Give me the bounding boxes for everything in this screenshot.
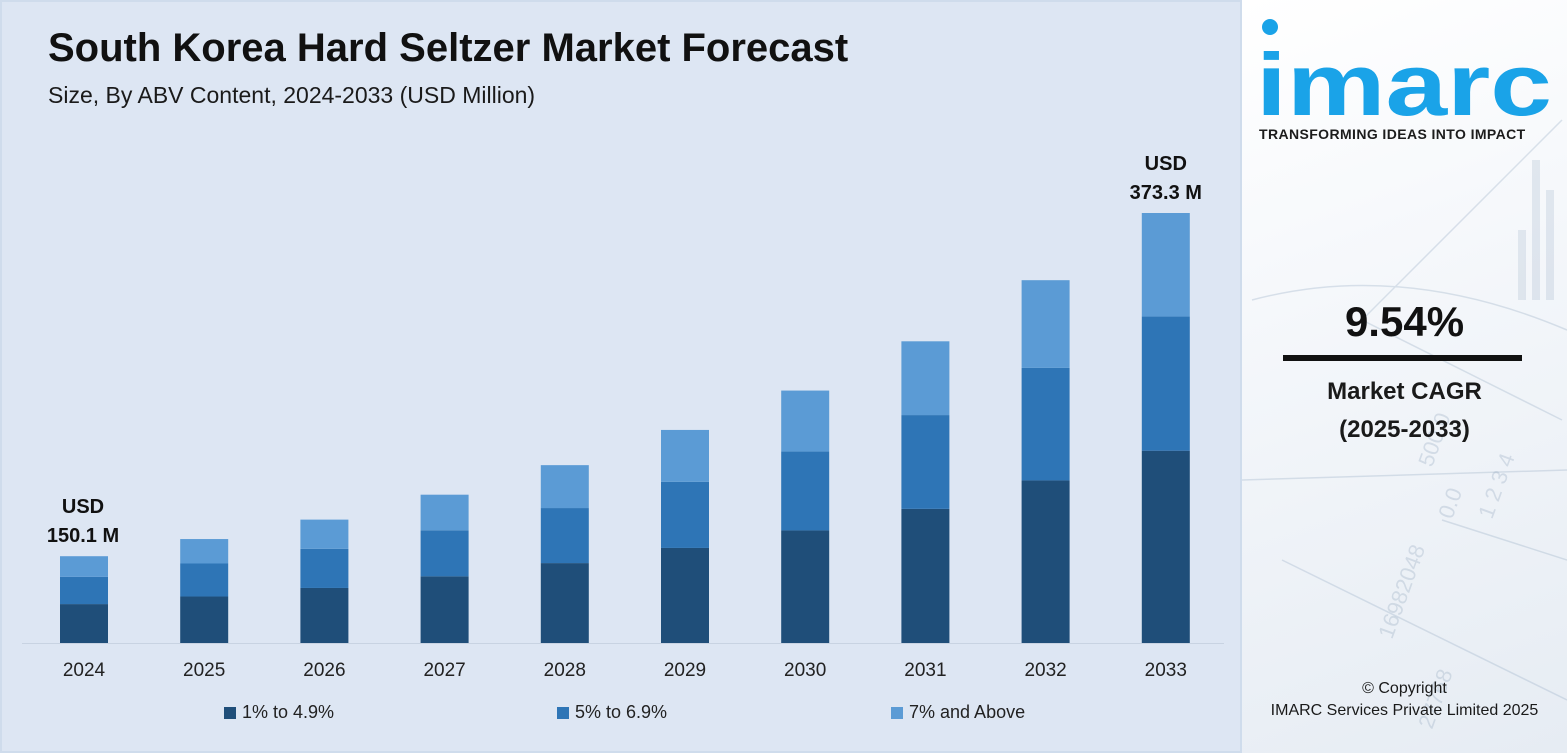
legend-item-series-3: 7% and Above xyxy=(891,702,1025,723)
bar-segment-2033-series-3 xyxy=(1141,213,1190,317)
cagr-divider xyxy=(1283,355,1522,361)
legend-swatch-series-1 xyxy=(224,706,236,719)
bar-segment-2031-series-2 xyxy=(901,415,950,509)
bar-segment-2024-series-3 xyxy=(60,556,108,577)
x-tick-label-2024: 2024 xyxy=(63,660,106,681)
bar-segment-2030-series-2 xyxy=(781,451,830,531)
copyright-owner: IMARC Services Private Limited 2025 xyxy=(1270,702,1539,719)
bar-segment-2027-series-3 xyxy=(420,494,469,531)
legend-label-series-1: 1% to 4.9% xyxy=(242,702,335,722)
total-label-2024-line-2: 150.1 M xyxy=(47,525,119,547)
bar-segment-2032-series-2 xyxy=(1021,367,1070,481)
svg-text:0.0: 0.0 xyxy=(1433,484,1467,521)
bar-segment-2025-series-3 xyxy=(180,539,229,564)
bar-segment-2033-series-1 xyxy=(1141,450,1190,643)
logo-tagline: TRANSFORMING IDEAS INTO IMPACT xyxy=(1259,126,1526,142)
bar-segment-2031-series-1 xyxy=(901,508,950,643)
bar-segment-2025-series-1 xyxy=(180,596,229,643)
total-label-2033-line-1: USD xyxy=(1145,153,1187,175)
chart-legend: 1% to 4.9% 5% to 6.9% 7% and Above xyxy=(2,702,1244,730)
x-tick-label-2027: 2027 xyxy=(423,660,465,681)
x-tick-label-2029: 2029 xyxy=(664,660,706,681)
bar-segment-2030-series-3 xyxy=(781,390,830,452)
legend-item-series-1: 1% to 4.9% xyxy=(224,702,334,723)
bar-segment-2028-series-3 xyxy=(540,465,589,509)
legend-swatch-series-3 xyxy=(891,706,903,719)
svg-text:16982048: 16982048 xyxy=(1373,541,1430,642)
legend-label-series-3: 7% and Above xyxy=(909,702,1026,722)
decorative-background-graphic: 500.0 0.0 1 2 3 4 16982048 27768 xyxy=(1242,119,1567,732)
legend-item-series-2: 5% to 6.9% xyxy=(557,702,667,723)
x-tick-label-2031: 2031 xyxy=(904,660,946,681)
cagr-value: 9.54% xyxy=(1344,298,1465,345)
svg-text:27768: 27768 xyxy=(1413,666,1457,732)
bar-segment-2030-series-1 xyxy=(781,530,830,643)
chart-panel: South Korea Hard Seltzer Market Forecast… xyxy=(0,0,1242,753)
bar-segment-2025-series-2 xyxy=(180,563,229,597)
logo-dot xyxy=(1262,19,1278,35)
bar-segment-2033-series-2 xyxy=(1141,316,1190,451)
bar-segment-2031-series-3 xyxy=(901,341,950,416)
x-tick-label-2026: 2026 xyxy=(303,660,345,681)
bar-segment-2032-series-3 xyxy=(1021,280,1070,368)
side-panel: 500.0 0.0 1 2 3 4 16982048 27768 imarc T… xyxy=(1242,0,1567,753)
bar-segment-2029-series-3 xyxy=(661,429,709,482)
x-tick-label-2025: 2025 xyxy=(183,660,225,681)
cagr-label: Market CAGR xyxy=(1327,378,1482,405)
svg-text:1 2 3 4: 1 2 3 4 xyxy=(1473,450,1520,522)
chart-subtitle: Size, By ABV Content, 2024-2033 (USD Mil… xyxy=(48,82,536,108)
x-tick-label-2030: 2030 xyxy=(784,660,826,681)
bar-segment-2029-series-1 xyxy=(661,547,709,643)
bar-segment-2028-series-2 xyxy=(540,508,589,564)
stacked-bar-chart: 2024 2025 2026 2027 2028 2029 2030 2031 2032 2033… xyxy=(22,153,1224,681)
x-tick-label-2028: 2028 xyxy=(544,660,586,681)
bar-segment-2026-series-3 xyxy=(300,519,349,549)
copyright-notice: © Copyright xyxy=(1362,680,1447,697)
total-label-2033-line-2: 373.3 M xyxy=(1130,182,1202,204)
x-tick-label-2032: 2032 xyxy=(1024,660,1066,681)
logo-text: imarc xyxy=(1258,35,1552,134)
bar-segment-2026-series-2 xyxy=(300,548,349,588)
cagr-period: (2025-2033) xyxy=(1339,416,1470,443)
legend-swatch-series-2 xyxy=(557,706,569,719)
imarc-logo: imarc xyxy=(1258,19,1552,134)
bar-segment-2032-series-1 xyxy=(1021,480,1070,643)
bar-segment-2027-series-1 xyxy=(420,576,469,643)
bar-segment-2029-series-2 xyxy=(661,481,709,548)
bar-segment-2028-series-1 xyxy=(540,563,589,643)
bar-segment-2024-series-2 xyxy=(60,576,108,605)
bar-segment-2024-series-1 xyxy=(60,604,108,643)
bar-segment-2027-series-2 xyxy=(420,530,469,577)
x-tick-label-2033: 2033 xyxy=(1145,660,1187,681)
legend-label-series-2: 5% to 6.9% xyxy=(575,702,668,722)
bar-segment-2026-series-1 xyxy=(300,587,349,643)
total-label-2024-line-1: USD xyxy=(62,496,104,518)
chart-title: South Korea Hard Seltzer Market Forecast xyxy=(48,26,849,70)
